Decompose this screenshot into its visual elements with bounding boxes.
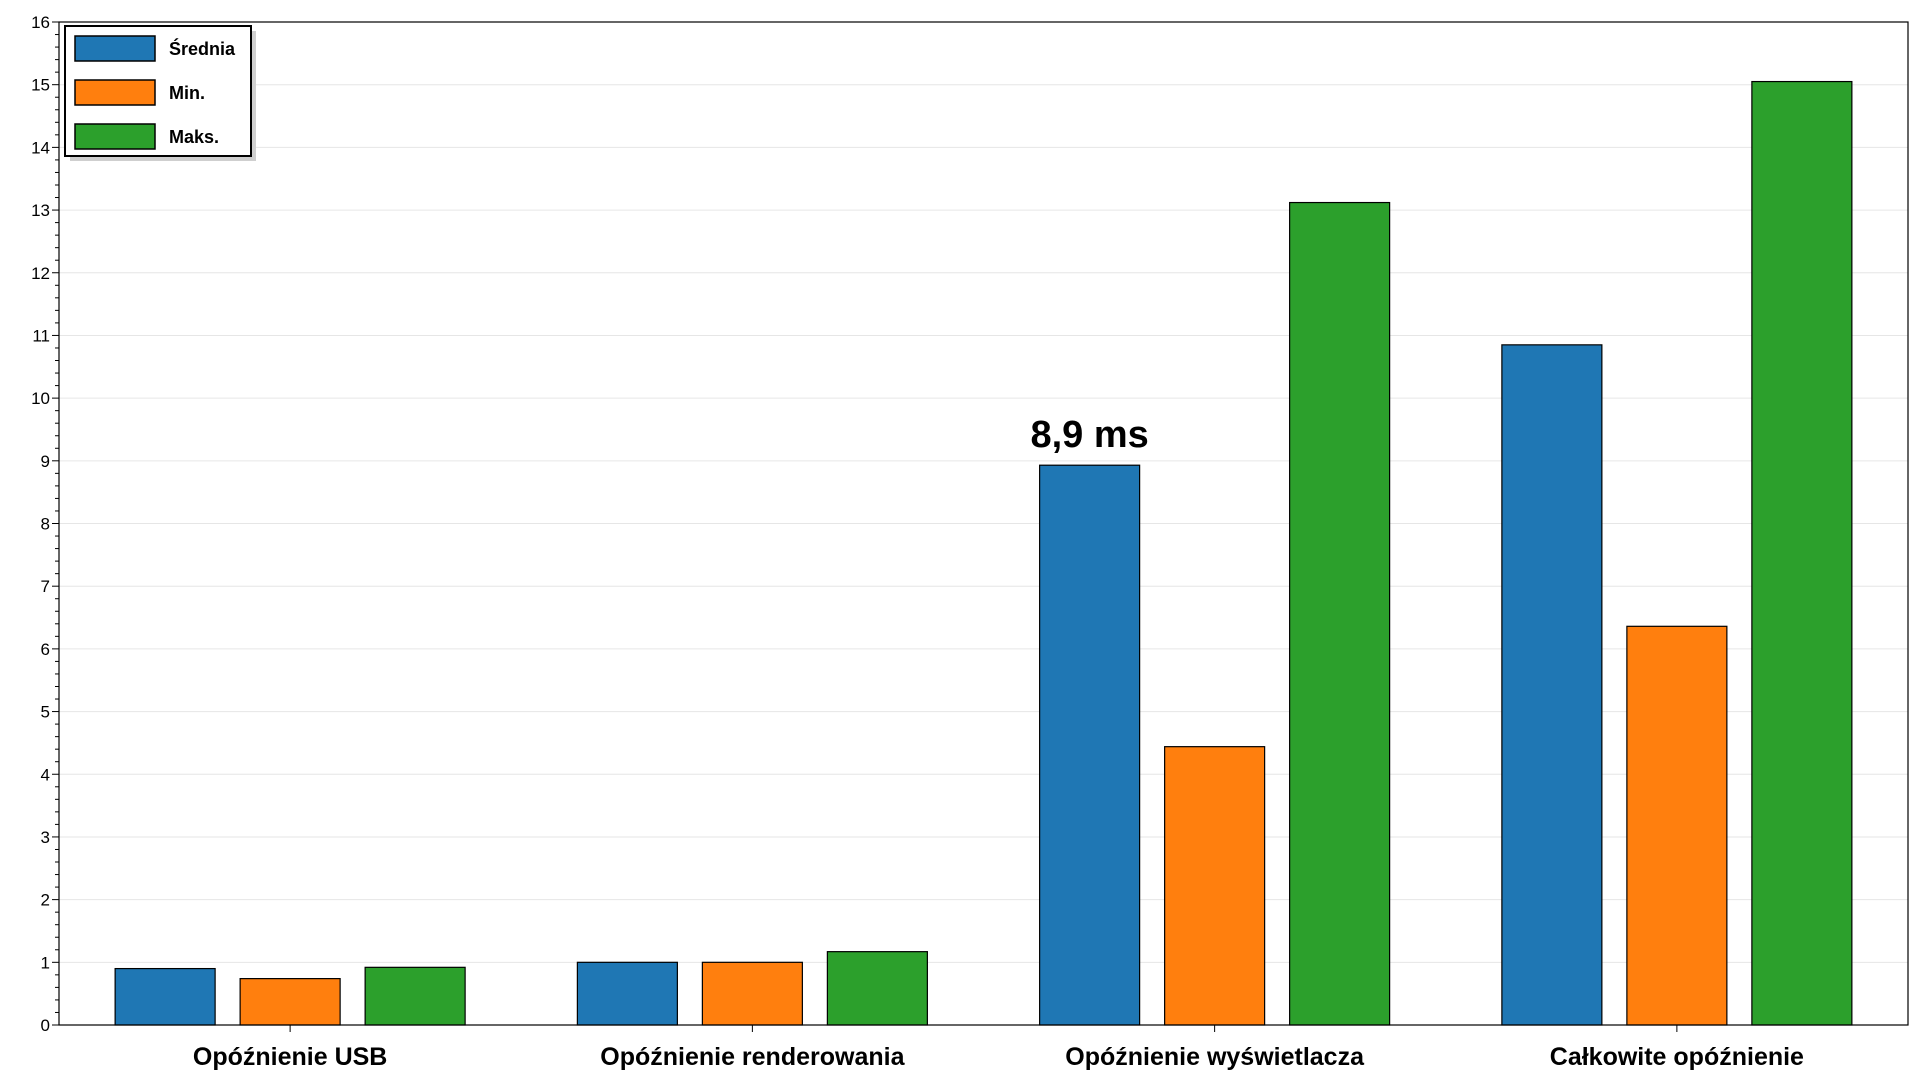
legend-label: Maks.	[169, 127, 219, 147]
annotations: 8,9 ms	[1030, 414, 1148, 456]
bar-maks--2	[1289, 201, 1391, 1026]
bar-annotation: 8,9 ms	[1030, 414, 1148, 456]
x-category-label: Opóźnienie wyświetlacza	[1065, 1043, 1365, 1071]
x-category-label: Całkowite opóźnienie	[1550, 1043, 1804, 1071]
bar--rednia-0	[114, 967, 216, 1026]
legend-swatch	[74, 123, 156, 150]
bar-maks--1	[826, 951, 928, 1026]
y-tick-label: 8	[41, 515, 50, 534]
y-tick-label: 14	[31, 138, 50, 157]
y-tick-label: 16	[31, 13, 50, 32]
y-tick-label: 7	[41, 577, 50, 596]
y-tick-label: 11	[32, 326, 50, 345]
legend-swatch	[74, 35, 156, 62]
x-category-label: Opóźnienie renderowania	[600, 1043, 905, 1071]
y-tick-label: 0	[41, 1016, 50, 1035]
y-tick-label: 15	[31, 76, 50, 95]
bar--rednia-1	[576, 961, 678, 1026]
y-tick-label: 13	[31, 201, 50, 220]
y-tick-label: 4	[41, 765, 50, 784]
bar-min--0	[239, 978, 341, 1026]
y-tick-label: 5	[41, 703, 50, 722]
x-axis: Opóźnienie USB Opóźnienie renderowania Opó…	[193, 1025, 1804, 1071]
y-tick-label: 3	[41, 828, 50, 847]
y-tick-label: 1	[41, 953, 50, 972]
bar-maks--0	[364, 966, 466, 1026]
y-tick-label: 6	[41, 640, 50, 659]
legend: Średnia Min. Maks.	[64, 25, 256, 161]
x-category-label: Opóźnienie USB	[193, 1043, 387, 1071]
bar-min--2	[1164, 746, 1266, 1026]
legend-label: Średnia	[169, 38, 236, 59]
legend-label: Min.	[169, 83, 205, 103]
bars	[114, 80, 1853, 1026]
bar-maks--3	[1751, 80, 1853, 1026]
bar--rednia-3	[1501, 344, 1603, 1026]
y-tick-label: 12	[31, 264, 50, 283]
y-tick-label: 10	[31, 389, 50, 408]
bar-min--3	[1626, 625, 1728, 1026]
legend-swatch	[74, 79, 156, 106]
y-tick-label: 9	[41, 452, 50, 471]
bar--rednia-2	[1039, 464, 1141, 1026]
y-tick-label: 2	[41, 891, 50, 910]
bar-min--1	[701, 961, 803, 1026]
